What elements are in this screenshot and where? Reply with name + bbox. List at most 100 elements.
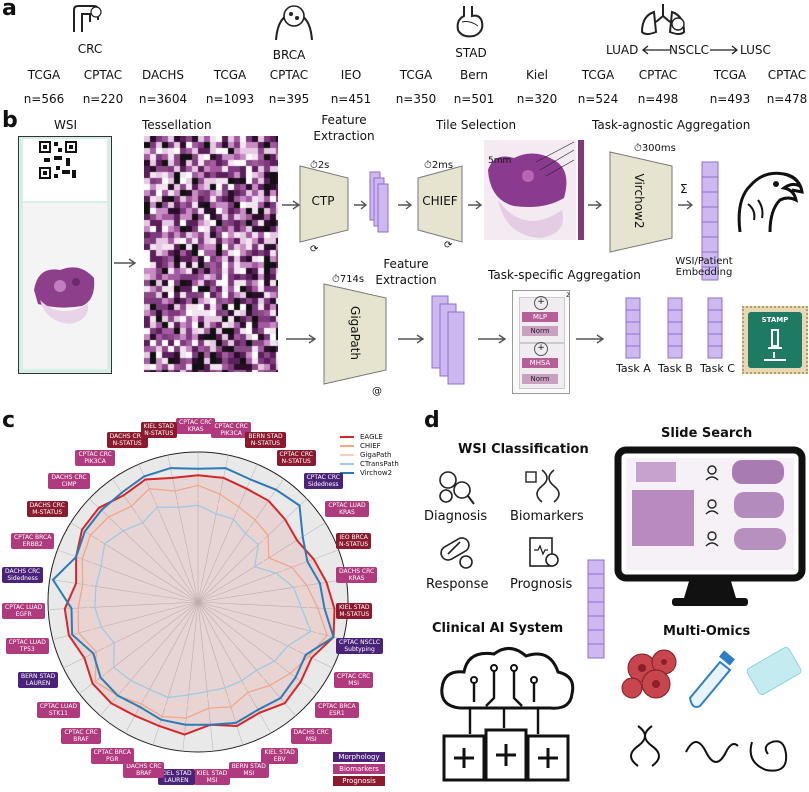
cohort-name: TCGA	[713, 68, 747, 82]
radar-spoke	[152, 601, 199, 746]
cohort-count: n=501	[453, 92, 495, 106]
wsi-title: WSI	[54, 118, 78, 132]
tessellation-mosaic	[144, 136, 278, 372]
arrow-right-icon	[576, 334, 605, 344]
radar-task-label: DACHS CRC N-STATUS	[106, 432, 148, 449]
feature-extraction-title-1: Feature Extraction	[313, 113, 375, 143]
radar-spoke	[79, 601, 199, 695]
cohort-name: CPTAC	[638, 68, 678, 82]
wsi-classification-title: WSI Classification	[458, 442, 589, 457]
cohort-name: DACHS	[141, 68, 185, 82]
radar-task-label: BERN STAD N-STATUS	[245, 432, 286, 449]
block-norm-1: Norm	[522, 326, 558, 336]
virchow-time: ⏱300ms	[634, 143, 676, 154]
radar-series-gigapath	[87, 498, 319, 708]
sum-symbol: Σ	[680, 182, 688, 196]
cohort-count: n=451	[330, 92, 372, 106]
monitor-icon	[614, 446, 806, 606]
microscope-icon	[764, 329, 786, 361]
radar-chart	[47, 451, 349, 753]
embedding-vector-d	[587, 559, 605, 659]
clinical-ai-title: Clinical AI System	[432, 621, 564, 636]
tessellation-title: Tessellation	[142, 118, 212, 132]
gigapath-label: GigaPath	[348, 306, 362, 360]
cohort-name: TCGA	[213, 68, 247, 82]
breast-cell-icon	[275, 5, 313, 41]
tile-strip	[578, 140, 584, 240]
radar-task-label: CPTAC CRC PIK3CA	[211, 421, 251, 438]
cohort-name: CPTAC	[83, 68, 123, 82]
gigapath-time-value: 714s	[339, 274, 365, 285]
arrow-right-icon	[588, 200, 603, 210]
radar-task-label: KIEL STAD LAUREN	[158, 769, 195, 786]
cohort-count: n=498	[637, 92, 679, 106]
gigapath-encoder	[323, 283, 387, 385]
tissue-thumbnail	[34, 267, 95, 324]
stamp-logo: STAMP	[742, 306, 808, 374]
stopwatch-icon: ⏱	[310, 160, 318, 171]
cohort-name: IEO	[340, 68, 362, 82]
virchow-label: Virchow2	[632, 173, 646, 229]
arrow-right-icon	[710, 45, 739, 55]
group-nsclc: NSCLC	[669, 43, 710, 57]
radar-task-label: CPTAC CRC MSI	[334, 671, 374, 688]
category-prognosis: Prognosis	[333, 776, 385, 786]
radar-spoke	[52, 601, 199, 640]
radar-spoke	[89, 498, 199, 603]
cohort-name: Kiel	[526, 68, 548, 82]
radar-task-label: CPTAC CRC PIK3CA	[75, 449, 115, 466]
diagnosis-icon	[439, 471, 475, 505]
cohort-count: n=524	[577, 92, 619, 106]
task-a: Task A	[616, 362, 651, 375]
stopwatch-icon: ⏱	[332, 274, 340, 285]
prognosis-icon	[529, 537, 559, 567]
prognosis-label: Prognosis	[510, 577, 573, 592]
radar-task-label: CPTAC BRCA PGR	[90, 747, 134, 764]
diagnosis-label: Diagnosis	[424, 509, 488, 524]
radar-series-ctranspath	[94, 504, 312, 699]
biomarkers-label: Biomarkers	[510, 509, 584, 524]
arrow-right-icon	[354, 200, 368, 210]
radar-series-virchow2	[51, 467, 335, 726]
radar-series-chief	[77, 484, 328, 719]
scale-bar-label: 5mm	[488, 156, 512, 166]
cohort-name: TCGA	[399, 68, 433, 82]
chief-time: ⏱2ms	[424, 160, 453, 171]
radar-task-label: IEO BRCA N-STATUS	[336, 532, 372, 549]
stopwatch-icon: ⏱	[634, 143, 642, 154]
radar-legend: EAGLE CHIEF GigaPath CTransPath Virchow2	[340, 432, 399, 477]
radar-spoke	[49, 578, 199, 603]
radar-spoke	[197, 601, 296, 717]
radar-spoke	[167, 455, 199, 603]
tile-selection-image	[484, 140, 576, 240]
radar-task-label: CPTAC CRC N-STATUS	[276, 449, 316, 466]
arrow-right-icon	[478, 334, 507, 344]
tile-selection-title: Tile Selection	[436, 118, 517, 132]
radar-task-label: CPTAC CRC BRAF	[61, 727, 101, 744]
panel-label-b: b	[2, 108, 18, 133]
panel-label-a: a	[2, 0, 17, 21]
arrow-right-icon	[282, 200, 301, 210]
category-morphology: Morphology	[333, 752, 385, 762]
plus-icon: +	[534, 342, 548, 356]
radar-spoke	[48, 601, 199, 610]
radar-spoke	[70, 522, 199, 603]
legend-eagle: EAGLE	[360, 432, 383, 441]
arrow-right-icon	[398, 334, 425, 344]
radar-task-label: KIEL STAD MSI	[193, 769, 231, 786]
radar-spoke	[112, 478, 199, 603]
rotate-icon: ⟳	[444, 240, 453, 251]
arrow-right-icon	[468, 200, 483, 210]
group-stad: STAD	[455, 46, 487, 60]
virchow-encoder	[609, 151, 673, 253]
radar-spoke	[197, 601, 317, 695]
gigapath-time: ⏱714s	[332, 274, 364, 285]
legend-swatch-gigapath	[340, 453, 354, 456]
block-mlp: MLP	[522, 312, 558, 322]
response-label: Response	[426, 577, 489, 592]
embedding-label: WSI/Patient Embedding	[675, 256, 733, 278]
category-biomarkers: Biomarkers	[333, 764, 385, 774]
slide-search-title: Slide Search	[661, 426, 753, 441]
radar-task-label: KIEL STAD N-STATUS	[140, 421, 178, 438]
legend-swatch-chief	[340, 444, 354, 447]
